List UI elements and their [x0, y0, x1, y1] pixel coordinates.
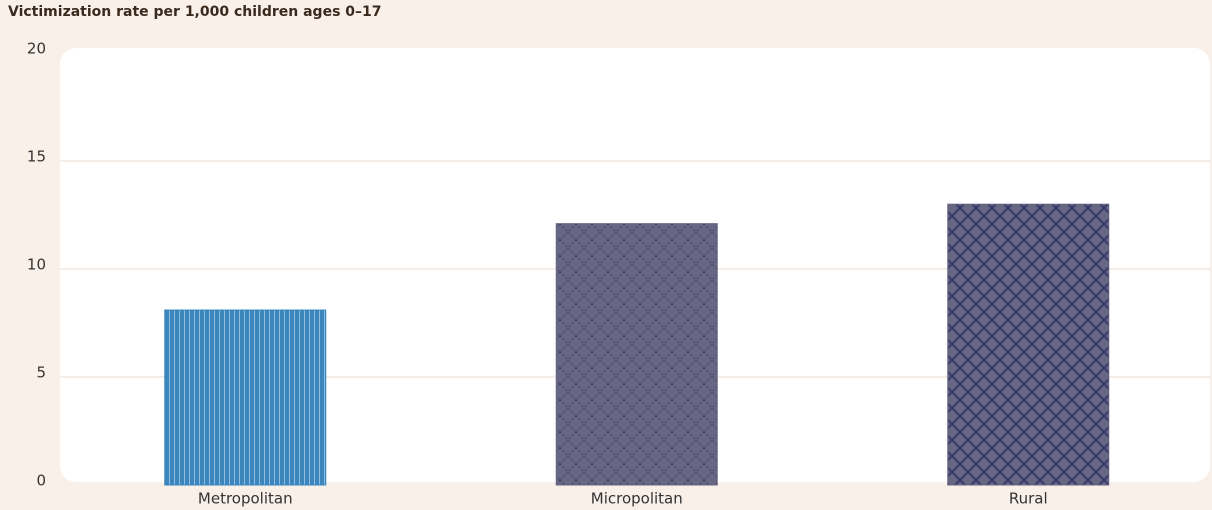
- x-tick-label: Metropolitan: [198, 490, 293, 508]
- bar: [555, 223, 718, 486]
- y-tick-label: 0: [36, 472, 46, 490]
- x-tick-label: Rural: [1009, 490, 1048, 508]
- chart-title: Victimization rate per 1,000 children ag…: [8, 4, 382, 20]
- bar: [164, 309, 327, 486]
- y-tick-label: 20: [27, 40, 46, 58]
- x-tick-label: Micropolitan: [591, 490, 683, 508]
- y-tick-label: 5: [36, 364, 46, 382]
- y-tick-label: 15: [27, 148, 46, 166]
- y-tick-label: 10: [27, 256, 46, 274]
- bar: [947, 203, 1110, 486]
